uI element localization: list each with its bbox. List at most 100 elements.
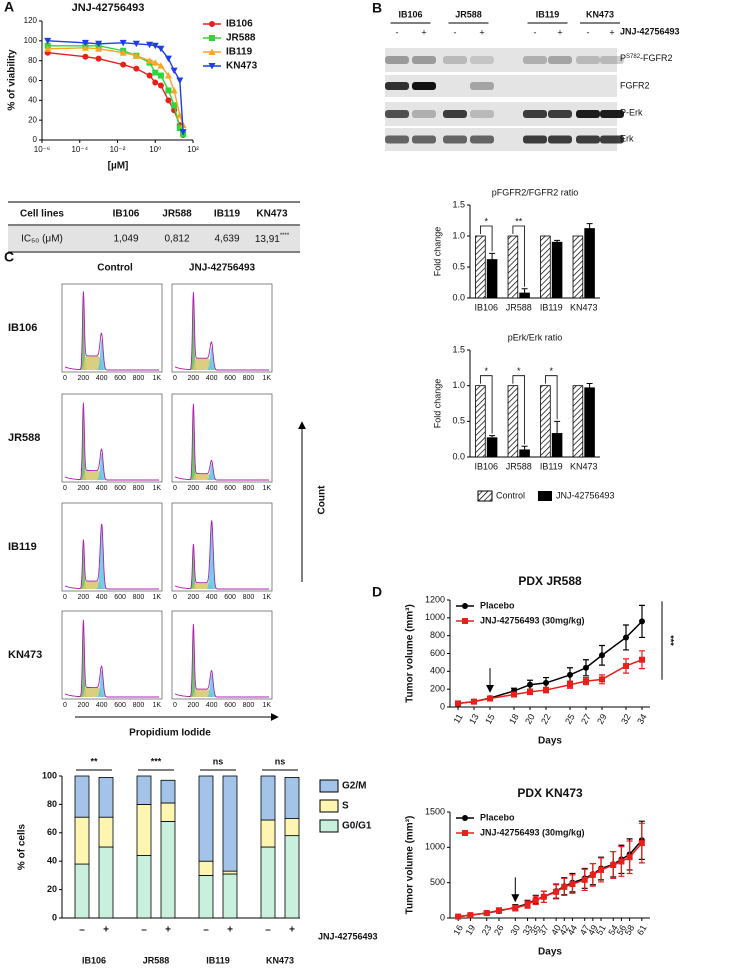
x-tick-label: 32 [619, 712, 633, 726]
y-axis-label: Fold change [432, 227, 442, 277]
significance-label: * [517, 366, 521, 376]
bar [519, 449, 530, 458]
blot-band [523, 110, 547, 118]
point [487, 695, 493, 702]
point [455, 700, 461, 707]
fit-outline [64, 523, 159, 590]
table-row-label: IC₅₀ (μM) [21, 234, 63, 245]
histogram-frame [61, 393, 163, 483]
chart-title: PDX JR588 [518, 574, 582, 588]
table-footnote: **** [280, 233, 290, 239]
x-tick-label: + [227, 925, 233, 936]
point [567, 681, 573, 688]
table-cell-value: 13,91 [255, 234, 280, 245]
point [119, 39, 127, 47]
bar [486, 437, 498, 458]
blot-sign: - [534, 27, 537, 37]
error-bar [521, 445, 528, 450]
point [543, 679, 549, 686]
ic50-table: Cell lines IB106 JR588 IB119 KN473 IC₅₀ … [8, 201, 300, 253]
bar-segment [198, 875, 214, 919]
y-tick-label: 1500 [425, 806, 445, 816]
x-tick-label: KN473 [570, 461, 598, 471]
line [457, 620, 643, 705]
legend-marker [208, 63, 216, 70]
treatment-label: JNJ-42756493 [318, 931, 378, 941]
point [527, 681, 533, 688]
x-tick-label: 22 [539, 712, 553, 726]
table-cell: 0,812 [164, 234, 189, 245]
blot-cell-line: KN473 [586, 9, 614, 19]
blot-row-label: Erk [620, 133, 634, 143]
bar [551, 433, 563, 458]
x-tick-label: 0 [63, 594, 67, 601]
point [589, 871, 596, 878]
y-axis-label: % of cells [17, 824, 28, 871]
blot-strip [385, 48, 617, 72]
point [170, 86, 178, 94]
x-tick-label: 800 [243, 594, 255, 601]
blot-band [576, 135, 600, 144]
point [152, 79, 159, 86]
y-tick-label: 1.0 [452, 230, 465, 240]
bar-segment [284, 777, 300, 819]
y-tick-label: 1.5 [452, 199, 465, 209]
x-tick-label: IB119 [540, 302, 563, 312]
bar-segment [160, 821, 176, 919]
blot-band [412, 135, 436, 144]
y-tick-label: 0.0 [452, 451, 465, 461]
curve [47, 52, 184, 136]
s-phase [175, 582, 269, 589]
y-tick-label: 100 [42, 770, 57, 780]
point [82, 53, 89, 60]
legend-marker [209, 35, 215, 41]
x-tick-label: 400 [206, 375, 218, 382]
x-tick-label: 200 [78, 594, 90, 601]
error-bar [586, 223, 593, 229]
bar [551, 241, 563, 299]
row-label: KN473 [8, 649, 42, 661]
y-tick-label: 0.5 [452, 416, 465, 426]
x-tick-label: JR588 [506, 302, 532, 312]
blot-band [576, 56, 600, 64]
point [170, 67, 178, 75]
point [639, 656, 645, 663]
y-tick-label: 100 [24, 36, 38, 45]
y-tick-label: 0 [33, 135, 38, 144]
bar-segment [98, 816, 114, 848]
histogram-frame [61, 283, 163, 373]
x-tick-label: 11 [451, 712, 464, 725]
y-tick-label: 400 [430, 666, 445, 676]
blot-band [412, 110, 436, 118]
point [639, 618, 645, 625]
bar [572, 385, 584, 458]
x-tick-label: 40 [549, 923, 563, 937]
point [569, 881, 576, 888]
y-tick-label: 1200 [425, 594, 445, 604]
x-tick-label: 0 [173, 702, 177, 709]
legend-label: Control [496, 490, 525, 500]
x-tick-label: 30 [508, 923, 522, 937]
y-axis-label: Tumor volume (mm³) [405, 816, 416, 915]
legend-marker [209, 21, 215, 27]
point [626, 854, 633, 861]
panel-letter: A [4, 0, 14, 15]
x-tick-label: 61 [635, 923, 649, 937]
x-tick-label: 800 [243, 485, 255, 492]
bar-segment [160, 779, 176, 804]
x-tick-label: 1K [263, 485, 272, 492]
histogram-frame [61, 502, 163, 592]
point [157, 62, 165, 69]
table-header: KN473 [256, 209, 288, 220]
s-phase [65, 687, 159, 697]
blot-band [385, 135, 409, 144]
bar [486, 259, 498, 299]
row-label: IB106 [8, 322, 37, 334]
point [598, 866, 605, 873]
x-tick-label: JR588 [506, 461, 532, 471]
x-tick-label: 600 [224, 702, 236, 709]
significance-label: * [549, 366, 553, 376]
bar [540, 235, 551, 299]
point [583, 664, 589, 671]
